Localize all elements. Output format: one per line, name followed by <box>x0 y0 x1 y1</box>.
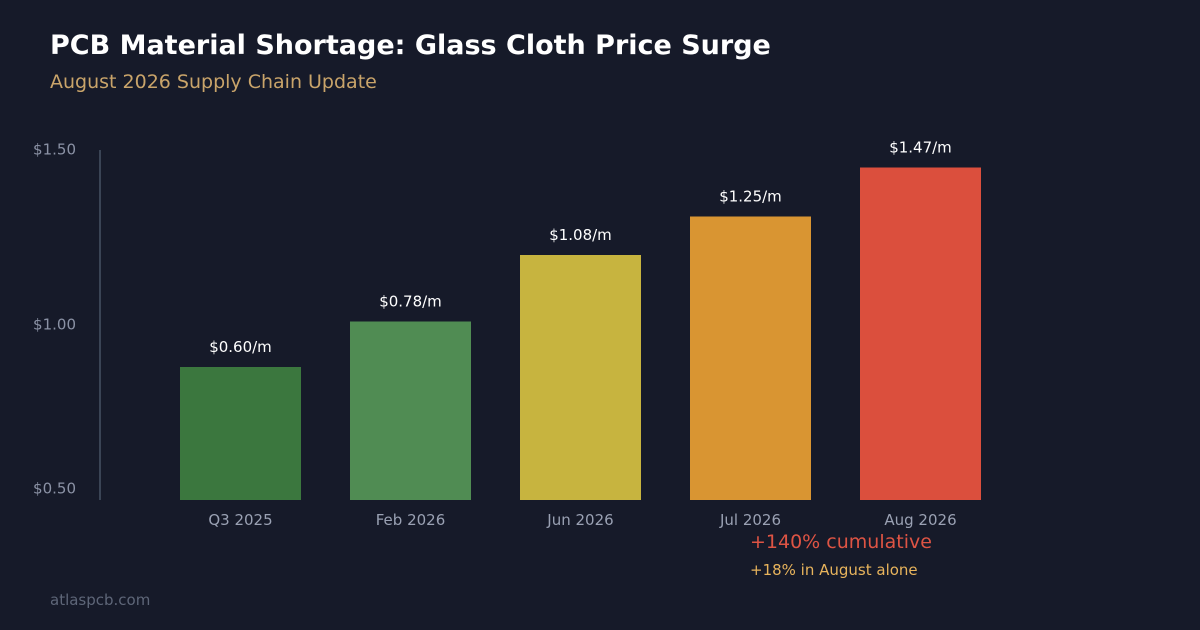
x-category-label: Feb 2026 <box>376 511 446 529</box>
bar-value-label: $1.08/m <box>549 226 612 244</box>
source-credit: atlaspcb.com <box>50 591 151 609</box>
cumulative-increase-annotation: +140% cumulative <box>750 531 932 553</box>
bar-value-label: $0.78/m <box>379 293 442 311</box>
bar <box>180 367 301 500</box>
x-category-label: Aug 2026 <box>884 511 956 529</box>
x-category-label: Jun 2026 <box>546 511 613 529</box>
bar <box>520 255 641 500</box>
bar <box>350 321 471 500</box>
x-category-label: Q3 2025 <box>208 511 272 529</box>
monthly-increase-annotation: +18% in August alone <box>750 561 918 579</box>
bar-value-label: $1.47/m <box>889 139 952 157</box>
bar <box>690 216 811 500</box>
chart-subtitle: August 2026 Supply Chain Update <box>50 71 377 93</box>
bar-value-label: $0.60/m <box>209 338 272 356</box>
y-tick-label: $1.00 <box>33 316 76 334</box>
bar <box>860 167 981 500</box>
y-tick-label: $1.50 <box>33 141 76 159</box>
x-category-label: Jul 2026 <box>719 511 781 529</box>
y-tick-label: $0.50 <box>33 480 76 498</box>
bar-value-label: $1.25/m <box>719 188 782 206</box>
chart-title: PCB Material Shortage: Glass Cloth Price… <box>50 30 771 61</box>
